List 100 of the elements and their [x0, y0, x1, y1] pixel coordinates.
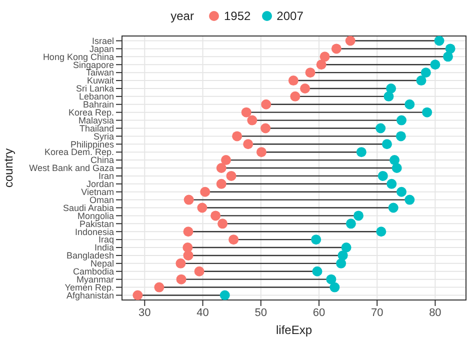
- point: [261, 99, 272, 110]
- y-tick-label: Syria: [93, 131, 114, 142]
- point: [420, 68, 431, 78]
- point: [220, 290, 230, 300]
- point: [416, 76, 426, 86]
- point: [396, 115, 406, 126]
- point: [336, 258, 346, 268]
- point: [396, 131, 406, 142]
- point: [210, 210, 221, 221]
- point: [176, 274, 186, 284]
- point: [430, 60, 440, 70]
- point: [316, 60, 326, 70]
- y-tick-label: Cambodia: [72, 266, 114, 277]
- y-tick-label: Iran: [98, 171, 114, 182]
- point: [290, 91, 300, 102]
- y-tick-label: Oman: [89, 194, 114, 205]
- point: [216, 163, 226, 173]
- point: [221, 155, 232, 166]
- point: [232, 131, 242, 142]
- point: [194, 266, 204, 276]
- y-tick-label: Israel: [92, 36, 114, 46]
- point: [176, 258, 186, 268]
- point: [197, 202, 208, 213]
- y-axis-title: country: [1, 148, 16, 188]
- point: [378, 170, 388, 181]
- point: [376, 226, 386, 237]
- point: [331, 44, 342, 54]
- point: [338, 250, 348, 260]
- point: [354, 210, 364, 221]
- y-tick-label: Korea Rep.: [68, 107, 114, 118]
- point: [345, 36, 356, 46]
- x-tick-label: 80: [429, 306, 442, 319]
- point: [311, 234, 322, 245]
- point: [183, 250, 194, 260]
- point: [396, 186, 406, 197]
- y-tick-label: Jordan: [86, 179, 114, 190]
- point: [132, 290, 143, 300]
- point: [404, 99, 415, 110]
- point: [228, 234, 239, 245]
- x-tick-label: 50: [254, 306, 268, 319]
- point: [226, 170, 236, 181]
- legend-label: 2007: [276, 9, 304, 23]
- point: [200, 186, 210, 197]
- point: [288, 76, 298, 86]
- point: [312, 266, 322, 276]
- y-tick-label: Mongolia: [77, 210, 114, 221]
- x-tick-label: 30: [138, 306, 151, 319]
- point: [384, 91, 394, 102]
- point: [260, 123, 271, 134]
- point: [382, 139, 392, 150]
- point: [154, 282, 164, 292]
- y-tick-label: Iraq: [98, 234, 114, 245]
- point: [422, 107, 432, 118]
- point: [241, 107, 252, 118]
- point: [247, 115, 258, 126]
- point: [392, 163, 402, 173]
- y-tick-label: Nepal: [90, 258, 114, 269]
- y-tick-label: Bangladesh: [66, 250, 114, 261]
- y-tick-label: Lebanon: [78, 92, 114, 102]
- y-tick-label: Japan: [89, 44, 114, 54]
- y-tick-label: Taiwan: [86, 68, 114, 78]
- point: [305, 68, 316, 78]
- point: [386, 178, 397, 189]
- legend-title: year: [170, 9, 194, 23]
- y-tick-label: Vietnam: [81, 187, 114, 198]
- point: [390, 155, 400, 166]
- y-tick-label: Saudi Arabia: [62, 202, 114, 213]
- y-tick-label: China: [90, 155, 114, 166]
- point: [386, 83, 396, 94]
- point: [442, 52, 453, 62]
- y-tick-label: Bahrain: [82, 100, 114, 110]
- point: [184, 194, 194, 205]
- x-tick-label: 60: [312, 306, 326, 319]
- legend-label: 1952: [224, 9, 251, 23]
- x-tick-label: 70: [370, 306, 384, 319]
- point: [376, 123, 386, 134]
- point: [434, 36, 444, 46]
- point: [388, 202, 398, 213]
- point: [218, 218, 228, 229]
- point: [320, 52, 330, 62]
- point: [243, 139, 254, 150]
- point: [445, 44, 456, 54]
- point: [300, 83, 310, 94]
- point: [404, 194, 415, 205]
- point: [326, 274, 336, 284]
- point: [330, 282, 340, 292]
- x-axis-title: lifeExp: [276, 323, 312, 337]
- point: [356, 147, 366, 158]
- y-tick-label: India: [94, 242, 114, 253]
- y-tick-label: Indonesia: [74, 226, 114, 237]
- point: [183, 226, 194, 237]
- y-tick-label: Kuwait: [86, 76, 114, 86]
- point: [256, 147, 266, 158]
- y-tick-label: Sri Lanka: [76, 84, 114, 94]
- x-tick-label: 40: [196, 306, 209, 319]
- point: [346, 218, 356, 229]
- point: [341, 242, 352, 253]
- y-tick-label: West Bank and Gaza: [29, 163, 114, 174]
- point: [216, 178, 226, 189]
- y-tick-label: Myanmar: [76, 274, 114, 284]
